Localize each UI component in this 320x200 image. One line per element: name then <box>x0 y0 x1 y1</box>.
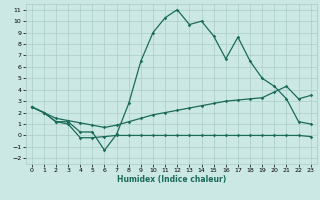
X-axis label: Humidex (Indice chaleur): Humidex (Indice chaleur) <box>116 175 226 184</box>
